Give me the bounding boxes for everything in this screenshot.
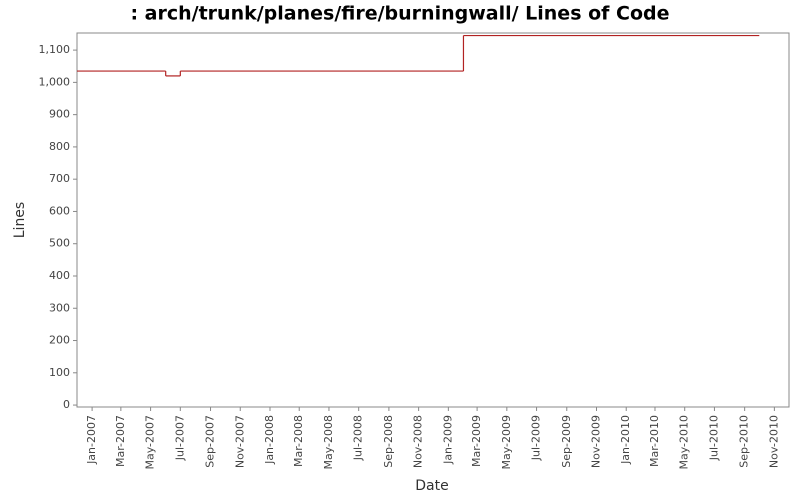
x-tick-label: Mar-2008 [292,415,305,467]
y-tick-label: 700 [49,172,70,185]
y-tick-label: 1,100 [39,43,71,56]
x-tick-label: May-2010 [678,415,691,470]
x-tick-label: Jul-2008 [352,415,365,461]
x-tick-label: Sep-2009 [560,415,573,468]
x-tick-label: May-2009 [500,415,513,470]
x-tick-label: Mar-2010 [648,415,661,467]
y-tick-label: 500 [49,237,70,250]
x-tick-label: May-2007 [144,415,157,470]
x-tick-label: Jul-2009 [530,415,543,461]
x-tick-label: Sep-2008 [382,415,395,468]
x-tick-label: Sep-2010 [738,415,751,468]
x-tick-label: Jan-2007 [85,415,98,465]
y-tick-label: 300 [49,301,70,314]
plot-area [76,32,790,408]
y-tick-label: 100 [49,366,70,379]
y-tick-label: 600 [49,204,70,217]
x-tick-label: Nov-2008 [412,415,425,468]
y-tick-label: 1,000 [39,75,71,88]
x-tick-label: Nov-2009 [590,415,603,468]
x-tick-label: Mar-2007 [114,415,127,467]
x-tick-label: Jul-2010 [707,415,720,461]
x-tick-label: Sep-2007 [204,415,217,468]
y-tick-label: 800 [49,140,70,153]
x-tick-label: Jan-2008 [263,415,276,465]
y-tick-label: 400 [49,269,70,282]
x-tick-label: May-2008 [322,415,335,470]
x-tick-label: Nov-2007 [233,415,246,468]
x-tick-label: Jan-2010 [619,415,632,465]
y-tick-label: 200 [49,334,70,347]
y-tick-label: 0 [63,398,70,411]
y-tick-label: 900 [49,108,70,121]
x-tick-label: Jan-2009 [441,415,454,465]
x-tick-label: Nov-2010 [767,415,780,468]
x-axis-label: Date [415,478,448,494]
y-axis-label: Lines [12,202,28,238]
x-tick-label: Jul-2007 [173,415,186,461]
x-tick-label: Mar-2009 [470,415,483,467]
chart-title: : arch/trunk/planes/fire/burningwall/ Li… [130,3,669,25]
